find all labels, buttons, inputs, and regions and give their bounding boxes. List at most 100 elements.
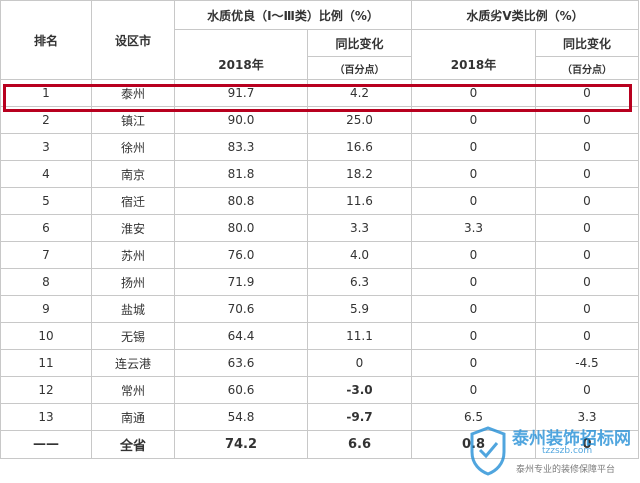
header-inferior-v-group: 水质劣Ⅴ类比例（%）: [411, 0, 639, 30]
cell-bad-2018: 0: [411, 268, 536, 296]
cell-bad-change: 0: [535, 187, 639, 215]
cell-bad-change: 0: [535, 376, 639, 404]
cell-city: 南通: [91, 403, 175, 431]
cell-bad-change: 3.3: [535, 403, 639, 431]
header-good-quality-group: 水质优良（Ⅰ～Ⅲ类）比例（%）: [174, 0, 412, 30]
table-row: 1 泰州 91.7 4.2 0 0: [0, 79, 639, 107]
header-city: 设区市: [91, 0, 175, 80]
cell-city: 无锡: [91, 322, 175, 350]
cell-rank: 6: [0, 214, 92, 242]
table-row: 6 淮安 80.0 3.3 3.3 0: [0, 214, 639, 242]
cell-city: 泰州: [91, 79, 175, 107]
cell-rank: 3: [0, 133, 92, 161]
cell-good-2018: 54.8: [174, 403, 308, 431]
cell-bad-change: 0: [535, 79, 639, 107]
table-row: 9 盐城 70.6 5.9 0 0: [0, 295, 639, 323]
header-subrow: 2018年 同比变化 2018年 同比变化: [1, 29, 639, 80]
cell-good-2018: 80.0: [174, 214, 308, 242]
cell-rank: 13: [0, 403, 92, 431]
cell-bad-2018: 0: [411, 106, 536, 134]
total-cell-rank: ——: [0, 430, 92, 459]
cell-good-2018: 83.3: [174, 133, 308, 161]
header-bad-year: 2018年: [411, 29, 536, 80]
cell-bad-change: 0: [535, 214, 639, 242]
cell-bad-2018: 0: [411, 79, 536, 107]
cell-city: 连云港: [91, 349, 175, 377]
table-row: 8 扬州 71.9 6.3 0 0: [0, 268, 639, 296]
total-row: —— 全省 74.2 6.6 0.8 0: [0, 430, 639, 459]
cell-bad-2018: 0: [411, 322, 536, 350]
table-row: 3 徐州 83.3 16.6 0 0: [0, 133, 639, 161]
table-row: 10 无锡 64.4 11.1 0 0: [0, 322, 639, 350]
cell-city: 徐州: [91, 133, 175, 161]
cell-rank: 10: [0, 322, 92, 350]
table-row: 7 苏州 76.0 4.0 0 0: [0, 241, 639, 269]
cell-good-change: 11.1: [307, 322, 412, 350]
cell-bad-change: 0: [535, 268, 639, 296]
cell-good-change: 16.6: [307, 133, 412, 161]
cell-good-change: 25.0: [307, 106, 412, 134]
cell-bad-change: 0: [535, 133, 639, 161]
cell-good-2018: 76.0: [174, 241, 308, 269]
header-row: 排名 设区市 水质优良（Ⅰ～Ⅲ类）比例（%） 水质劣Ⅴ类比例（%）: [0, 0, 639, 80]
header-bad-unit: （百分点）: [535, 56, 639, 80]
cell-rank: 8: [0, 268, 92, 296]
cell-good-2018: 91.7: [174, 79, 308, 107]
cell-bad-2018: 0: [411, 133, 536, 161]
table-row: 4 南京 81.8 18.2 0 0: [0, 160, 639, 188]
cell-rank: 12: [0, 376, 92, 404]
cell-good-change: 5.9: [307, 295, 412, 323]
cell-good-change: 11.6: [307, 187, 412, 215]
cell-bad-2018: 0: [411, 295, 536, 323]
cell-good-2018: 80.8: [174, 187, 308, 215]
cell-bad-change: 0: [535, 106, 639, 134]
cell-good-change: 18.2: [307, 160, 412, 188]
cell-good-2018: 81.8: [174, 160, 308, 188]
watermark-slogan: 泰州专业的装修保障平台: [516, 465, 616, 475]
cell-good-2018: 70.6: [174, 295, 308, 323]
cell-good-2018: 63.6: [174, 349, 308, 377]
table-row: 13 南通 54.8 -9.7 6.5 3.3: [0, 403, 639, 431]
water-quality-ranking-table: 排名 设区市 水质优良（Ⅰ～Ⅲ类）比例（%） 水质劣Ⅴ类比例（%） 2018年 …: [0, 0, 639, 459]
cell-good-2018: 60.6: [174, 376, 308, 404]
header-bad-yoy: 同比变化: [535, 29, 639, 57]
cell-good-change: 4.0: [307, 241, 412, 269]
cell-good-change: 3.3: [307, 214, 412, 242]
cell-city: 南京: [91, 160, 175, 188]
cell-rank: 9: [0, 295, 92, 323]
cell-bad-change: -4.5: [535, 349, 639, 377]
header-good-unit: （百分点）: [307, 56, 412, 80]
cell-city: 苏州: [91, 241, 175, 269]
header-rank: 排名: [0, 0, 92, 80]
cell-city: 扬州: [91, 268, 175, 296]
cell-bad-2018: 0: [411, 241, 536, 269]
cell-good-2018: 71.9: [174, 268, 308, 296]
cell-good-change: -3.0: [307, 376, 412, 404]
total-cell-city: 全省: [91, 430, 175, 459]
cell-rank: 5: [0, 187, 92, 215]
table-row: 11 连云港 63.6 0 0 -4.5: [0, 349, 639, 377]
cell-bad-change: 0: [535, 160, 639, 188]
table-row: 12 常州 60.6 -3.0 0 0: [0, 376, 639, 404]
cell-bad-2018: 0: [411, 349, 536, 377]
cell-bad-2018: 6.5: [411, 403, 536, 431]
total-cell-bad-2018: 0.8: [411, 430, 536, 459]
cell-bad-change: 0: [535, 295, 639, 323]
cell-city: 宿迁: [91, 187, 175, 215]
header-unit-row: （百分点） （百分点）: [1, 56, 639, 80]
cell-bad-2018: 0: [411, 187, 536, 215]
cell-bad-2018: 3.3: [411, 214, 536, 242]
total-cell-bad-change: 0: [535, 430, 639, 459]
header-good-year: 2018年: [174, 29, 308, 80]
cell-city: 常州: [91, 376, 175, 404]
cell-good-change: 0: [307, 349, 412, 377]
cell-bad-change: 0: [535, 322, 639, 350]
total-cell-good-2018: 74.2: [174, 430, 308, 459]
cell-bad-2018: 0: [411, 376, 536, 404]
cell-rank: 11: [0, 349, 92, 377]
cell-bad-2018: 0: [411, 160, 536, 188]
cell-bad-change: 0: [535, 241, 639, 269]
cell-rank: 2: [0, 106, 92, 134]
table-body: 1 泰州 91.7 4.2 0 0 2 镇江 90.0 25.0 0 0 3 徐州 83.3 16.6 0 0 4 南…: [0, 79, 639, 459]
table-row: 5 宿迁 80.8 11.6 0 0: [0, 187, 639, 215]
